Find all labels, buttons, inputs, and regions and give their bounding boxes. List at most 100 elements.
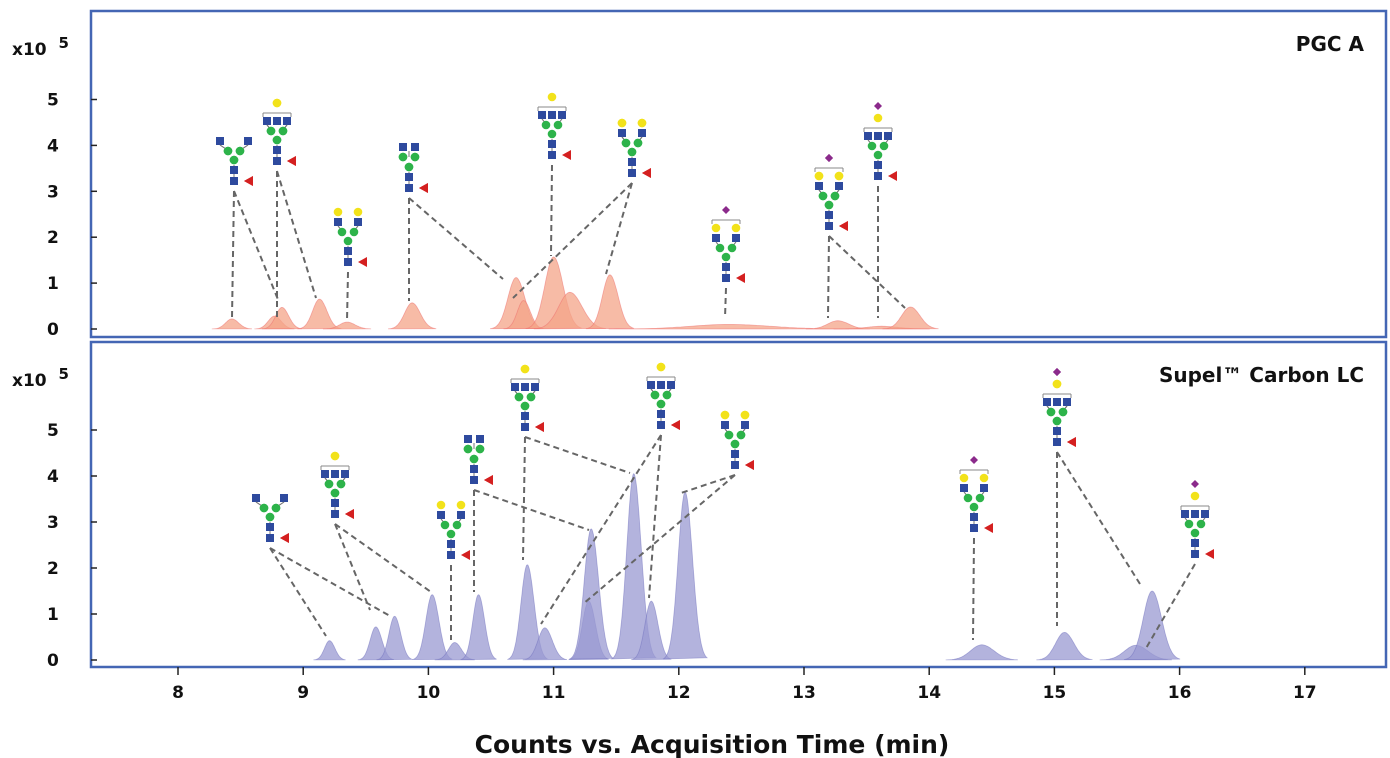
mannose-circle xyxy=(867,141,877,151)
fucose-triangle xyxy=(345,509,354,519)
galactose-circle xyxy=(617,118,627,128)
glcnac-square xyxy=(1181,510,1189,518)
mannose-circle xyxy=(824,200,834,210)
y-tick-label: 3 xyxy=(47,182,59,202)
mannose-circle xyxy=(446,529,456,539)
multiplier-base: x10 xyxy=(12,371,47,391)
sialic-acid-diamond xyxy=(970,456,978,464)
chromatogram-peak xyxy=(388,302,437,330)
glcnac-square xyxy=(354,218,362,226)
glcnac-square xyxy=(273,146,281,154)
mannose-circle xyxy=(736,430,746,440)
glycan-structure xyxy=(436,500,470,560)
x-axis: 8 9 10 11 12 13 14 15 16 17 xyxy=(172,667,1317,703)
chromatogram-peak xyxy=(585,274,635,330)
x-tick-label: 13 xyxy=(792,683,816,703)
fucose-triangle xyxy=(484,475,493,485)
mannose-circle xyxy=(463,444,473,454)
glcnac-square xyxy=(960,484,968,492)
mannose-circle xyxy=(235,146,245,156)
glcnac-square xyxy=(273,117,281,125)
peak-connector-line xyxy=(269,547,391,617)
x-tick-label: 9 xyxy=(297,683,309,703)
mannose-circle xyxy=(873,150,883,160)
glcnac-square xyxy=(1053,427,1061,435)
panel-title-pgc-a: PGC A xyxy=(1296,32,1365,56)
glcnac-square xyxy=(341,470,349,478)
glcnac-square xyxy=(331,470,339,478)
glycan-structure xyxy=(959,456,993,533)
fucose-triangle xyxy=(461,550,470,560)
glcnac-square xyxy=(216,137,224,145)
glcnac-square xyxy=(266,534,274,542)
mannose-circle xyxy=(440,520,450,530)
mannose-circle xyxy=(621,138,631,148)
galactose-circle xyxy=(656,362,666,372)
glcnac-square xyxy=(230,177,238,185)
peaks-pgc-a xyxy=(211,256,939,330)
y-tick-label: 5 xyxy=(47,421,59,441)
mannose-circle xyxy=(398,152,408,162)
multiplier-exponent: 5 xyxy=(59,365,69,383)
mannose-circle xyxy=(469,454,479,464)
mannose-circle xyxy=(259,503,269,513)
mannose-circle xyxy=(229,155,239,165)
mannose-circle xyxy=(963,493,973,503)
mannose-circle xyxy=(271,503,281,513)
mannose-circle xyxy=(627,147,637,157)
chromatogram-peak xyxy=(522,627,567,661)
galactose-circle xyxy=(436,500,446,510)
glcnac-square xyxy=(405,184,413,192)
fucose-triangle xyxy=(562,150,571,160)
y-tick-label: 5 xyxy=(47,91,59,111)
glcnac-square xyxy=(331,510,339,518)
mannose-circle xyxy=(730,439,740,449)
glcnac-square xyxy=(548,151,556,159)
glcnac-square xyxy=(280,494,288,502)
chromatogram-peak xyxy=(945,644,1018,661)
mannose-circle xyxy=(1190,528,1200,538)
glcnac-square xyxy=(731,461,739,469)
chromatogram-peak xyxy=(313,640,346,661)
peak-connector-line xyxy=(724,287,727,319)
mannose-circle xyxy=(223,146,233,156)
glcnac-square xyxy=(521,412,529,420)
chromatogram-peak xyxy=(322,321,372,330)
mannose-circle xyxy=(662,390,672,400)
x-tick-label: 14 xyxy=(917,683,941,703)
glcnac-square xyxy=(405,173,413,181)
mannose-circle xyxy=(818,191,828,201)
x-tick-label: 12 xyxy=(667,683,691,703)
peak-connector-line xyxy=(1144,563,1196,651)
glcnac-square xyxy=(864,132,872,140)
mannose-circle xyxy=(336,479,346,489)
glycan-structure xyxy=(320,451,354,519)
glcnac-square xyxy=(521,383,529,391)
glcnac-square xyxy=(447,540,455,548)
x-axis-label: Counts vs. Acquisition Time (min) xyxy=(475,730,950,758)
glcnac-square xyxy=(980,484,988,492)
peak-connector-line xyxy=(231,190,235,319)
glycan-structure xyxy=(646,362,680,430)
glcnac-square xyxy=(321,470,329,478)
glcnac-square xyxy=(884,132,892,140)
y-multiplier-supel-carbon-lc: x10 5 xyxy=(12,365,69,391)
glcnac-square xyxy=(638,129,646,137)
galactose-circle xyxy=(547,92,557,102)
glcnac-square xyxy=(457,511,465,519)
glycan-structure xyxy=(537,92,571,160)
mannose-circle xyxy=(410,152,420,162)
mannose-circle xyxy=(724,430,734,440)
glycan-structure xyxy=(463,435,493,485)
x-tick-label: 11 xyxy=(542,683,566,703)
fucose-triangle xyxy=(244,176,253,186)
mannose-circle xyxy=(520,401,530,411)
fucose-triangle xyxy=(280,533,289,543)
glcnac-square xyxy=(1053,398,1061,406)
peak-connector-line xyxy=(582,474,736,605)
mannose-circle xyxy=(879,141,889,151)
mannose-circle xyxy=(547,129,557,139)
glcnac-square xyxy=(331,499,339,507)
peak-connector-line xyxy=(512,182,633,299)
